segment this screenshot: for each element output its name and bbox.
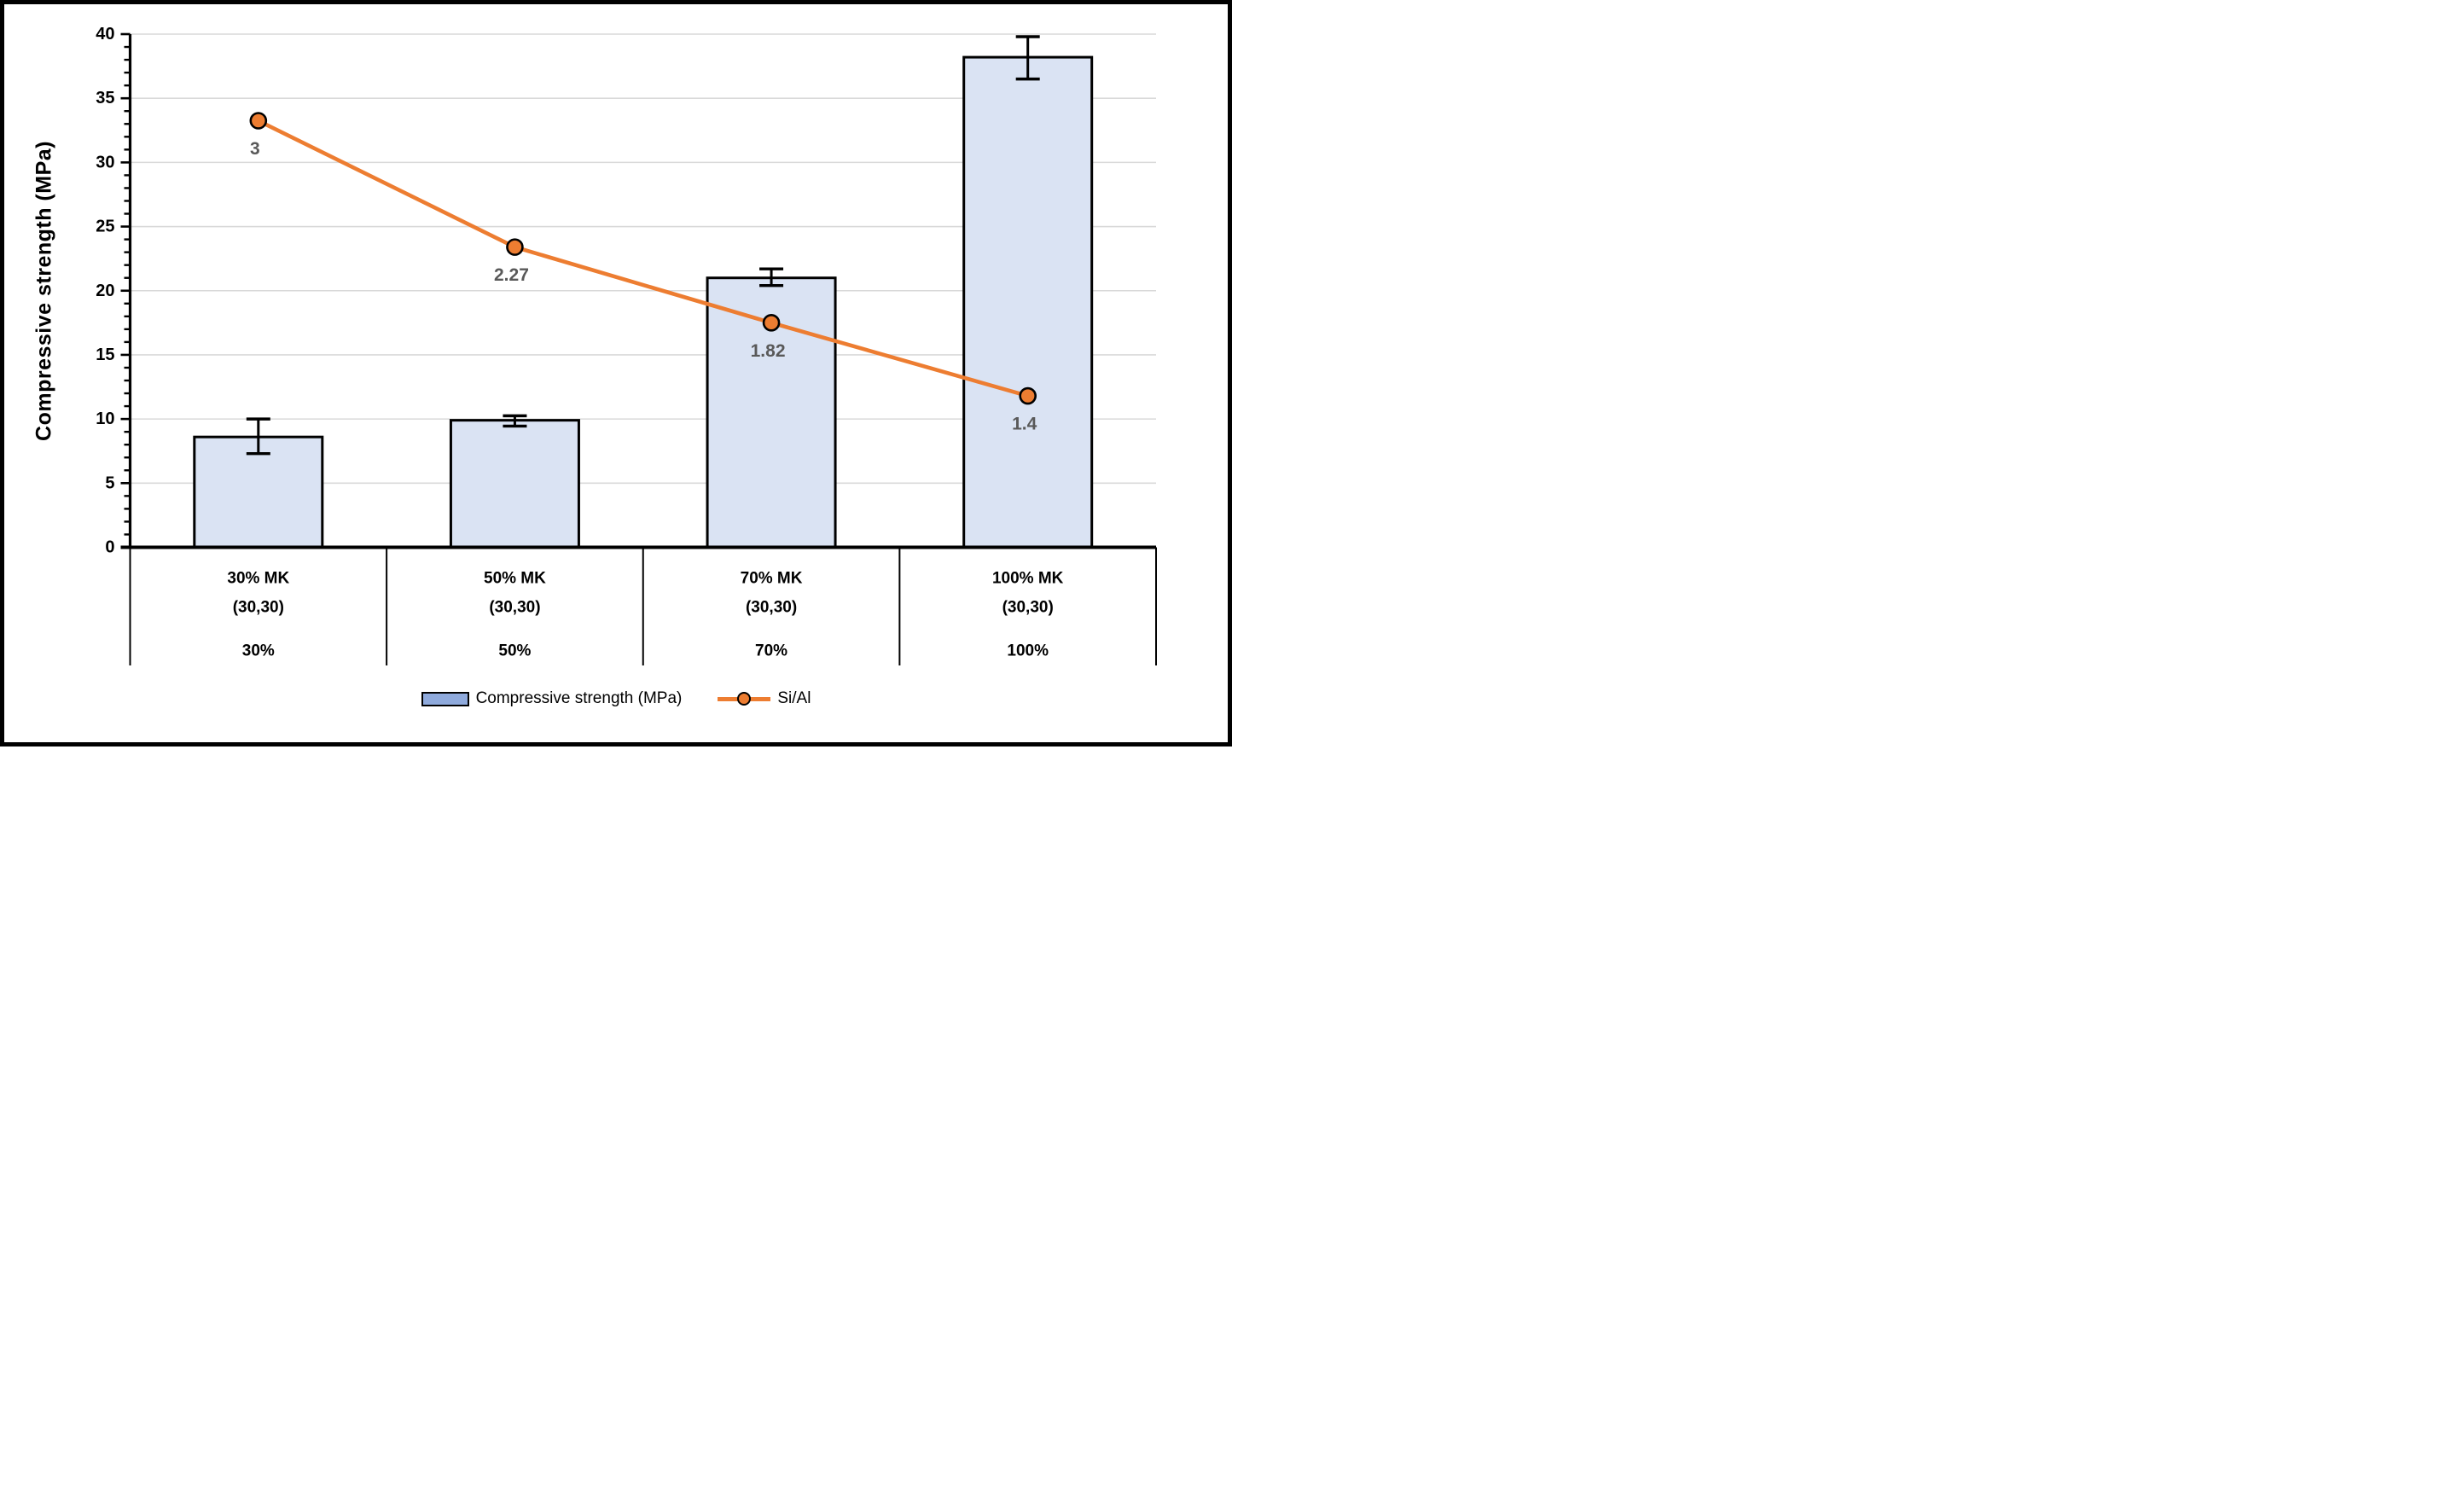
category-group-label: 30% [242,642,275,660]
si-al-marker [762,314,781,332]
y-tick-label: 5 [105,473,114,492]
legend-item-compressive-strength: Compressive strength (MPa) [421,689,683,708]
y-tick-label: 30 [96,153,114,171]
si-al-data-label: 1.82 [751,341,786,361]
combo-chart-canvas: 0 5 10 15 20 25 30 35 40 30% MK (30,30) 30% 50% MK (3… [96,25,1157,665]
si-al-data-label: 1.4 [1012,415,1037,434]
legend-item-si-al: Si/Al [718,689,811,708]
category-label-line1: 100% MK [992,570,1064,588]
legend-bar-label: Compressive strength (MPa) [475,689,683,707]
y-tick-label: 40 [96,25,114,44]
category-label-line2: (30,30) [746,599,797,617]
y-tick-label: 0 [105,538,114,557]
si-al-data-label: 3 [250,139,260,159]
category-label-line2: (30,30) [489,599,540,617]
si-al-marker [1019,386,1037,405]
legend-bar-swatch-icon [421,691,469,706]
category-group-label: 100% [1007,642,1049,660]
y-tick-label: 20 [96,282,114,300]
chart-figure: 0 5 10 15 20 25 30 35 40 30% MK (30,30) 30% 50% MK (3… [0,0,1232,746]
category-label-line1: 30% MK [227,570,289,588]
y-tick-label: 15 [96,346,114,364]
category-label-line1: 70% MK [741,570,803,588]
bar-compressive-strength [449,419,580,549]
y-tick-label: 35 [96,89,114,107]
si-al-marker [249,112,268,130]
y-axis-title: Compressive strength (MPa) [32,141,56,441]
y-tick-label: 10 [96,410,114,428]
si-al-line [256,119,1030,398]
category-group-label: 70% [755,642,787,660]
si-al-data-label: 2.27 [494,265,529,285]
bar-compressive-strength [962,55,1094,549]
category-label-line1: 50% MK [484,570,546,588]
category-label-line2: (30,30) [1002,599,1054,617]
y-tick-label: 25 [96,218,114,236]
legend-line-label: Si/Al [777,689,811,707]
bar-compressive-strength [193,435,324,549]
category-group-label: 50% [498,642,531,660]
category-label-line2: (30,30) [233,599,284,617]
legend-line-marker-icon [718,691,771,706]
legend: Compressive strength (MPa) Si/Al [4,689,1228,708]
si-al-marker [506,238,524,256]
